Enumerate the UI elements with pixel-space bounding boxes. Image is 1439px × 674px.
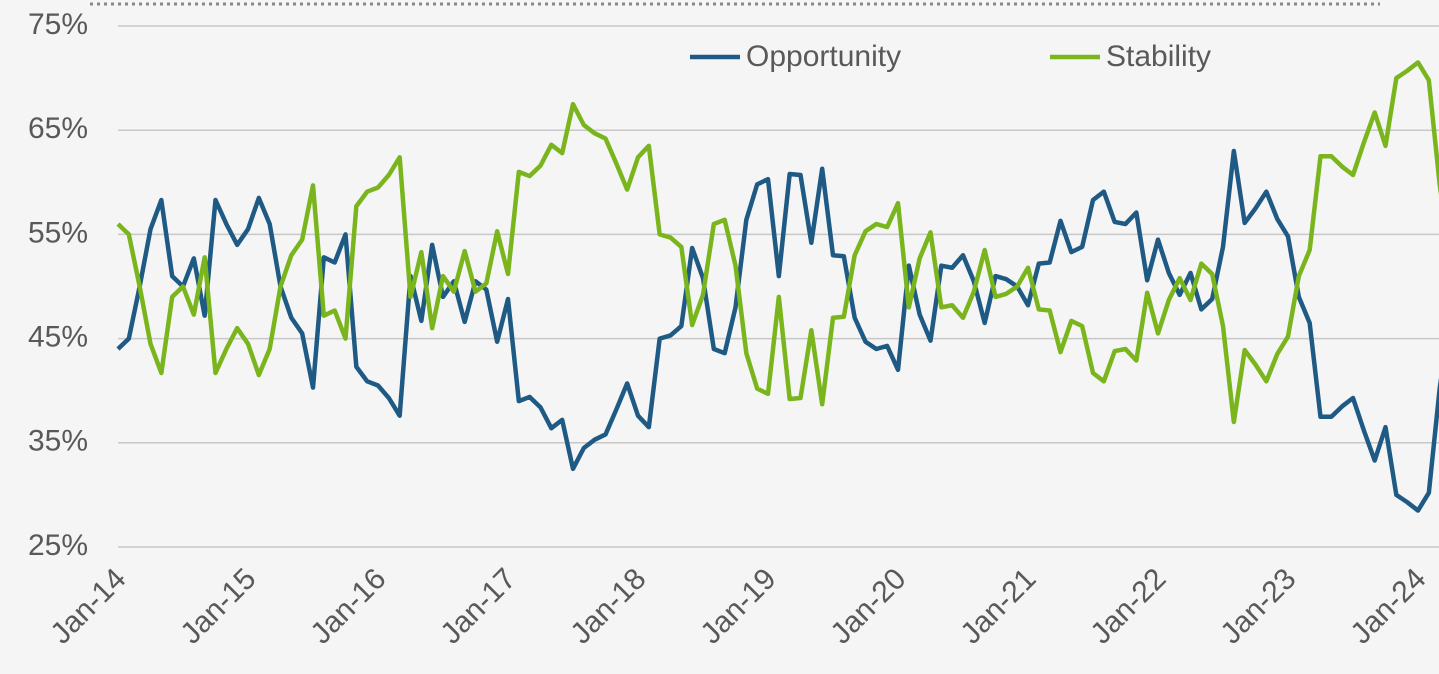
y-tick-label: 25% xyxy=(28,529,88,562)
x-tick-label: Jan-23 xyxy=(1214,562,1302,650)
line-series xyxy=(116,148,1439,513)
x-tick-label: Jan-21 xyxy=(954,562,1042,650)
legend-label: Stability xyxy=(1106,40,1211,73)
x-tick-label: Jan-17 xyxy=(434,562,522,650)
y-tick-label: 55% xyxy=(28,216,88,249)
x-tick-label: Jan-22 xyxy=(1084,562,1172,650)
line-series xyxy=(116,60,1439,425)
x-tick-label: Jan-24 xyxy=(1344,562,1432,650)
legend-label: Opportunity xyxy=(746,40,901,73)
x-tick-label: Jan-18 xyxy=(564,562,652,650)
y-tick-label: 65% xyxy=(28,112,88,145)
y-tick-label: 35% xyxy=(28,425,88,458)
x-tick-label: Jan-20 xyxy=(824,562,912,650)
x-tick-label: Jan-16 xyxy=(304,562,392,650)
x-tick-label: Jan-15 xyxy=(174,562,262,650)
y-tick-label: 75% xyxy=(28,8,88,41)
x-tick-label: Jan-14 xyxy=(44,562,132,650)
y-tick-label: 45% xyxy=(28,321,88,354)
x-tick-label: Jan-19 xyxy=(694,562,782,650)
